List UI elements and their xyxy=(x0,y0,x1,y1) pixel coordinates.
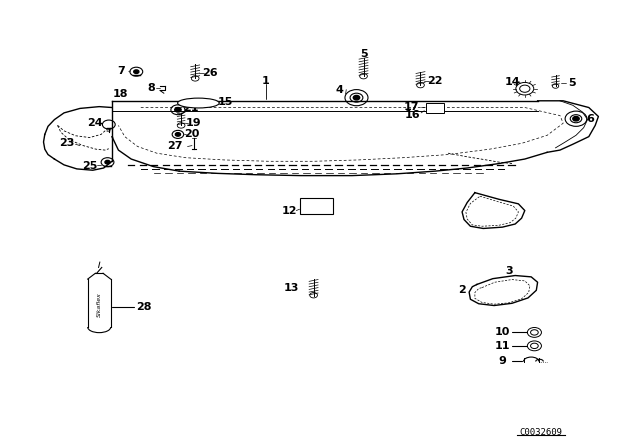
Circle shape xyxy=(175,133,180,136)
Text: 7: 7 xyxy=(118,66,125,76)
Text: C0032609: C0032609 xyxy=(519,428,563,437)
Text: 14: 14 xyxy=(504,77,520,86)
Text: 25: 25 xyxy=(82,161,97,171)
Text: 15: 15 xyxy=(218,97,233,107)
Text: 2: 2 xyxy=(458,285,466,295)
Text: Sikaflex: Sikaflex xyxy=(97,292,102,317)
Text: 1: 1 xyxy=(262,76,269,86)
Text: 24: 24 xyxy=(87,118,102,128)
FancyBboxPatch shape xyxy=(426,103,444,113)
Text: 23: 23 xyxy=(60,138,75,148)
Text: 13: 13 xyxy=(284,283,299,293)
Text: 6: 6 xyxy=(586,114,594,124)
Text: 8: 8 xyxy=(147,83,155,93)
Text: 28: 28 xyxy=(136,302,152,312)
Text: 18: 18 xyxy=(113,89,128,99)
Bar xyxy=(300,198,333,214)
Text: 17: 17 xyxy=(404,102,419,112)
Circle shape xyxy=(105,160,110,164)
Text: 10: 10 xyxy=(495,327,510,337)
Ellipse shape xyxy=(178,98,220,108)
Text: 3: 3 xyxy=(505,266,513,276)
Text: 21: 21 xyxy=(183,103,198,113)
Text: 4: 4 xyxy=(335,85,343,95)
Text: 12: 12 xyxy=(282,206,297,215)
Circle shape xyxy=(175,108,181,112)
Circle shape xyxy=(353,95,360,100)
Circle shape xyxy=(573,116,579,121)
Text: 5: 5 xyxy=(360,49,367,59)
Text: 26: 26 xyxy=(202,68,218,78)
Text: 5: 5 xyxy=(568,78,575,88)
Text: 19: 19 xyxy=(186,118,201,128)
Circle shape xyxy=(134,70,139,73)
Text: 22: 22 xyxy=(428,76,443,86)
Text: 11: 11 xyxy=(495,341,510,351)
Text: 16: 16 xyxy=(405,110,420,120)
Text: 27: 27 xyxy=(168,142,183,151)
Text: 20: 20 xyxy=(184,129,200,139)
Text: 9: 9 xyxy=(499,356,506,366)
